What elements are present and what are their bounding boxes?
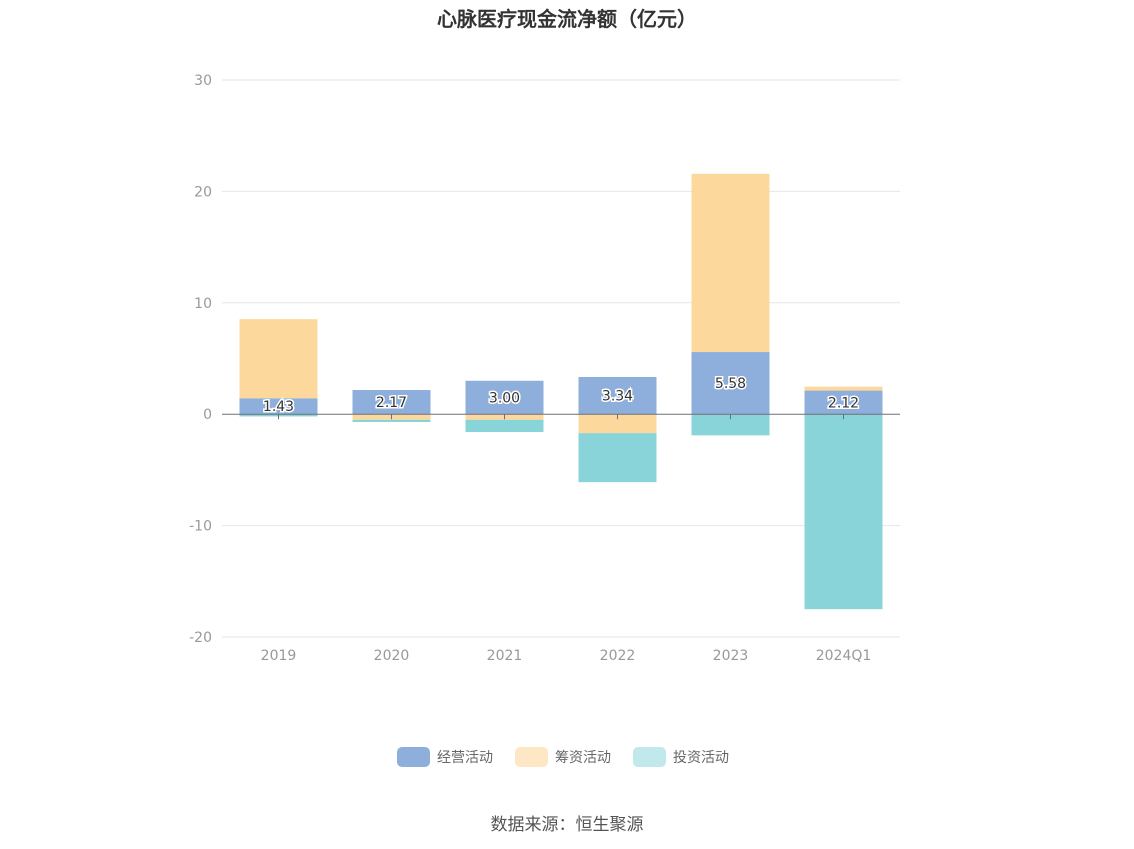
bar-3 [352, 419, 431, 422]
bar-2 [804, 386, 883, 391]
y-tick-label: 0 [203, 407, 212, 423]
x-tick-label: 2023 [713, 648, 749, 664]
grid [222, 79, 900, 638]
bar-2 [691, 173, 770, 353]
y-tick-label: -10 [189, 519, 212, 535]
y-tick-label: -20 [189, 630, 212, 646]
legend-swatch [515, 747, 548, 767]
legend-swatch [633, 747, 666, 767]
x-tick-label: 2021 [487, 648, 523, 664]
bar-1 [578, 376, 657, 415]
bar-1 [691, 352, 770, 415]
bar-1 [804, 390, 883, 415]
source-note: 数据来源：恒生聚源 [491, 815, 644, 835]
legend-label: 投资活动 [673, 750, 729, 766]
data-label: 5.58 [715, 376, 746, 392]
bar-1 [352, 390, 431, 415]
x-tick-label: 2022 [600, 648, 636, 664]
bar-2 [239, 319, 318, 399]
bar-2 [578, 414, 657, 434]
bar-1 [239, 398, 318, 415]
y-tick-label: 20 [194, 184, 212, 200]
bar-3 [691, 414, 770, 436]
bar-3 [578, 433, 657, 483]
data-label: 3.00 [489, 390, 520, 406]
bar-3 [465, 419, 544, 433]
bar-1 [465, 380, 544, 415]
data-label: 2.12 [828, 395, 859, 411]
data-label: 2.17 [376, 395, 407, 411]
legend: 经营活动 筹资活动 投资活动 [397, 747, 729, 767]
legend-label: 筹资活动 [555, 749, 611, 766]
legend-swatch [397, 747, 430, 767]
data-label: 1.43 [263, 399, 294, 415]
bar-3 [804, 414, 883, 610]
x-tick-label: 2024Q1 [816, 648, 872, 664]
axes: -20 -10 0 10 20 30 2019 2020 2021 2022 2023 2024Q1 [189, 73, 900, 664]
y-tick-label: 10 [194, 296, 212, 312]
x-tick-label: 2019 [261, 648, 297, 664]
x-tick-label: 2020 [374, 648, 410, 664]
y-tick-label: 30 [194, 73, 212, 89]
chart-title: 心脉医疗现金流净额（亿元） [437, 7, 697, 31]
data-labels: 1.43 2.17 3.00 3.34 5.58 2.12 [261, 375, 860, 417]
legend-label: 经营活动 [437, 750, 493, 766]
data-label: 3.34 [602, 389, 633, 405]
bars [239, 173, 883, 610]
